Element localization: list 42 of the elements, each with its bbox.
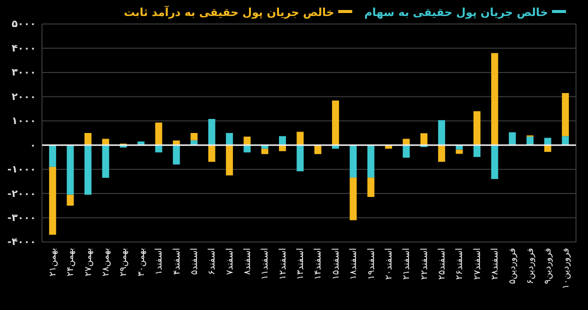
x-tick-label: اسفند۷ — [225, 248, 236, 275]
x-tick-label: اسفند۶ — [208, 248, 218, 275]
legend-label: خالص جریان پول حقیقی به سهام — [364, 6, 548, 19]
x-tick-label: بهمن۲۴ — [66, 248, 76, 276]
y-tick-label: ۱۰۰۰ — [12, 116, 36, 128]
y-tick-label: -۳۰۰۰ — [7, 212, 36, 224]
x-tick-label: اسفند۲۶ — [455, 248, 466, 280]
y-tick-label: -۱۰۰۰ — [7, 164, 36, 176]
y-tick-label: ۰ — [30, 140, 36, 152]
y-tick-label: -۲۰۰۰ — [7, 188, 36, 200]
x-tick-label: اسفند۱۵ — [331, 248, 342, 280]
y-tick-label: ۵۰۰۰ — [12, 19, 36, 30]
x-tick-label: بهمن۲۱ — [48, 248, 58, 276]
x-tick-label: فروردین۱۰ — [561, 248, 572, 289]
legend-label: خالص جریان پول حقیقی به درآمد ثابت — [124, 5, 334, 19]
x-tick-label: اسفند۲۰ — [384, 248, 394, 280]
y-tick-label: ۳۰۰۰ — [12, 68, 36, 79]
y-tick-label: ۴۰۰۰ — [12, 43, 36, 54]
x-tick-label: فروردین۹ — [544, 248, 554, 284]
x-tick-label: اسفند۵ — [190, 248, 200, 275]
y-tick-label: ۲۰۰۰ — [12, 92, 36, 103]
x-tick-label: اسفند۱۹ — [366, 248, 377, 280]
x-tick-label: فروردین۶ — [526, 248, 536, 284]
x-tick-label: فروردین۵ — [508, 248, 518, 284]
x-tick-label: اسفند۴ — [172, 248, 182, 275]
x-tick-label: اسفند۱۱ — [260, 248, 271, 280]
y-tick-label: -۴۰۰۰ — [7, 237, 36, 248]
x-tick-label: اسفند۲۱ — [402, 248, 412, 280]
x-tick-label: اسفند۱۸ — [349, 248, 360, 280]
x-tick-label: بهمن۲۷ — [84, 248, 94, 276]
x-tick-label: اسفند۱ — [154, 248, 165, 275]
x-tick-label: بهمن۲۹ — [119, 248, 130, 276]
x-tick-label: اسفند۱۲ — [278, 248, 288, 280]
x-tick-label: بهمن۳۰ — [136, 248, 147, 276]
x-tick-label: اسفند۲۲ — [420, 248, 430, 280]
x-tick-label: اسفند۲۸ — [490, 248, 501, 280]
x-tick-label: اسفند۱۳ — [296, 248, 306, 280]
x-tick-label: اسفند۲۵ — [437, 248, 448, 280]
x-tick-label: اسفند۲۷ — [472, 248, 483, 280]
x-tick-label: اسفند۸ — [242, 248, 253, 275]
x-tick-label: بهمن۲۸ — [102, 248, 112, 276]
x-tick-label: اسفند۱۴ — [314, 248, 324, 280]
